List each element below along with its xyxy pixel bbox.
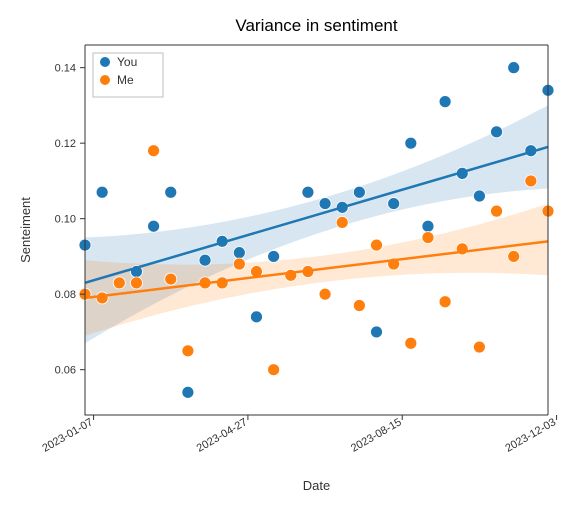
scatter-point: [473, 190, 485, 202]
scatter-point: [268, 250, 280, 262]
scatter-point: [165, 273, 177, 285]
scatter-point: [182, 386, 194, 398]
scatter-point: [268, 364, 280, 376]
scatter-point: [473, 341, 485, 353]
scatter-point: [199, 254, 211, 266]
scatter-point: [405, 337, 417, 349]
scatter-point: [165, 186, 177, 198]
legend: You Me: [93, 53, 163, 97]
chart: 0.060.080.100.120.142023-01-072023-04-27…: [0, 0, 576, 507]
y-tick-label: 0.08: [55, 289, 76, 301]
scatter-point: [422, 220, 434, 232]
scatter-point: [525, 175, 537, 187]
y-tick-label: 0.12: [55, 138, 76, 150]
scatter-point: [250, 311, 262, 323]
scatter-point: [148, 220, 160, 232]
scatter-point: [405, 137, 417, 149]
scatter-point: [302, 186, 314, 198]
scatter-point: [182, 345, 194, 357]
scatter-point: [336, 216, 348, 228]
scatter-point: [96, 292, 108, 304]
scatter-point: [508, 62, 520, 74]
scatter-point: [353, 300, 365, 312]
scatter-point: [319, 288, 331, 300]
scatter-point: [148, 145, 160, 157]
scatter-point: [491, 126, 503, 138]
scatter-point: [439, 296, 451, 308]
legend-label: You: [117, 55, 137, 69]
scatter-point: [439, 96, 451, 108]
legend-label: Me: [117, 73, 134, 87]
x-axis-label: Date: [303, 478, 330, 493]
scatter-point: [233, 247, 245, 259]
scatter-point: [113, 277, 125, 289]
scatter-point: [371, 239, 383, 251]
scatter-point: [353, 186, 365, 198]
y-axis-label: Senteiment: [18, 197, 33, 263]
y-tick-label: 0.10: [55, 214, 76, 226]
chart-title: Variance in sentiment: [235, 16, 397, 35]
scatter-point: [319, 198, 331, 210]
y-tick-label: 0.06: [55, 365, 76, 377]
scatter-point: [491, 205, 503, 217]
scatter-point: [96, 186, 108, 198]
scatter-point: [233, 258, 245, 270]
scatter-point: [130, 277, 142, 289]
legend-marker: [100, 57, 110, 67]
scatter-point: [508, 250, 520, 262]
scatter-point: [388, 198, 400, 210]
y-tick-label: 0.14: [55, 63, 76, 75]
scatter-point: [371, 326, 383, 338]
scatter-point: [422, 232, 434, 244]
legend-marker: [100, 75, 110, 85]
